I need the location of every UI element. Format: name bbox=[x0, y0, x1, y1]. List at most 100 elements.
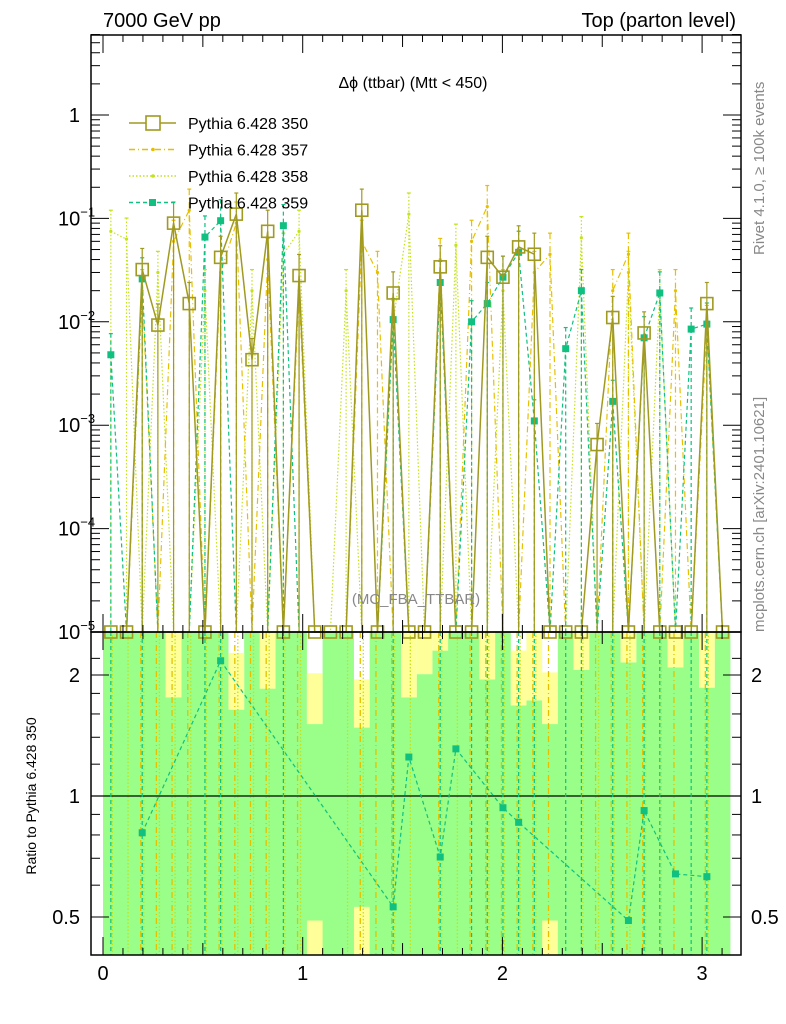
data-point-350 bbox=[590, 437, 604, 452]
data-point-350 bbox=[135, 262, 150, 277]
data-point bbox=[548, 252, 552, 256]
header-right: Top (parton level) bbox=[581, 10, 736, 32]
data-point-359 bbox=[687, 325, 695, 333]
data-point-350 bbox=[527, 247, 542, 262]
y-tick-exponent: −5 bbox=[80, 618, 95, 633]
data-point bbox=[250, 289, 254, 293]
data-point bbox=[469, 239, 474, 243]
data-point-350 bbox=[386, 286, 400, 300]
y-tick-label: 1 bbox=[69, 105, 80, 127]
ratio-point-359 bbox=[515, 818, 523, 826]
legend-label: Pythia 6.428 359 bbox=[188, 196, 308, 213]
y-tick-base: 10 bbox=[58, 519, 80, 541]
ratio-frame bbox=[90, 631, 742, 956]
data-point-350 bbox=[245, 352, 259, 367]
y-tick-label: 10−3 bbox=[58, 411, 95, 437]
ratio-band-outer bbox=[416, 632, 433, 675]
ratio-band-outer bbox=[228, 652, 245, 710]
data-point bbox=[611, 289, 615, 293]
data-point-359 bbox=[107, 351, 115, 359]
data-point bbox=[124, 237, 129, 241]
data-point-350 bbox=[229, 207, 244, 221]
x-tick-label: 0 bbox=[97, 963, 108, 985]
analysis-watermark: (MC_FBA_TTBAR) bbox=[352, 591, 480, 608]
ratio-point-359 bbox=[671, 870, 679, 878]
ratio-point-359 bbox=[624, 917, 632, 925]
ratio-point-359 bbox=[640, 807, 648, 815]
ratio-point-359 bbox=[217, 657, 225, 665]
data-point bbox=[344, 289, 348, 293]
ratio-point-359 bbox=[389, 903, 397, 911]
data-point-350 bbox=[182, 296, 197, 311]
y-tick-label: 10−1 bbox=[58, 204, 95, 230]
ratio-point-359 bbox=[703, 873, 711, 881]
legend-marker-dot bbox=[151, 174, 155, 178]
mcplots-label: mcplots.cern.ch [arXiv:2401.10621] bbox=[751, 397, 768, 632]
ratio-y-tick-label-right: 1 bbox=[751, 786, 762, 808]
data-point-350 bbox=[354, 203, 369, 218]
y-tick-exponent: −3 bbox=[80, 411, 95, 426]
ratio-band-outer bbox=[573, 632, 590, 670]
ratio-point-359 bbox=[405, 753, 413, 761]
data-point bbox=[673, 289, 678, 293]
legend-label: Pythia 6.428 350 bbox=[188, 116, 308, 133]
ratio-y-tick-label-right: 2 bbox=[751, 665, 762, 687]
legend-marker-filled-square bbox=[149, 199, 156, 206]
data-point-359 bbox=[468, 318, 476, 326]
ratio-band-outer bbox=[401, 632, 417, 698]
ratio-band-outer bbox=[699, 632, 715, 688]
legend-label: Pythia 6.428 357 bbox=[188, 143, 308, 160]
data-point bbox=[156, 270, 160, 275]
ratio-band-outer bbox=[306, 673, 323, 725]
data-point bbox=[109, 229, 113, 233]
ratio-y-axis-label: Ratio to Pythia 6.428 350 bbox=[23, 717, 39, 874]
data-point bbox=[297, 229, 301, 233]
ratio-line-359 bbox=[141, 659, 707, 922]
data-point-350 bbox=[700, 296, 714, 311]
y-tick-label: 10−5 bbox=[58, 618, 95, 644]
ratio-y-tick-label-left: 2 bbox=[69, 665, 80, 687]
y-tick-exponent: −4 bbox=[80, 515, 95, 530]
x-tick-label: 2 bbox=[497, 963, 508, 985]
data-point-350 bbox=[260, 224, 275, 239]
data-point bbox=[375, 270, 380, 275]
ratio-y-tick-label-right: 0.5 bbox=[751, 907, 779, 929]
data-point bbox=[485, 205, 489, 209]
ratio-band-outer bbox=[542, 672, 558, 725]
data-point bbox=[187, 208, 191, 212]
data-point-359 bbox=[562, 345, 570, 353]
ratio-point-359 bbox=[436, 853, 444, 861]
legend-marker-dot bbox=[151, 147, 155, 152]
data-point-350 bbox=[166, 216, 181, 230]
data-point-350 bbox=[605, 310, 620, 325]
y-tick-base: 10 bbox=[58, 312, 80, 334]
chart-title: Δϕ (ttbar) (Mtt < 450) bbox=[338, 75, 487, 92]
ratio-point-359 bbox=[499, 804, 507, 812]
ratio-y-tick-label-left: 0.5 bbox=[52, 907, 80, 929]
data-point-350 bbox=[151, 318, 165, 332]
y-tick-label: 10−2 bbox=[58, 308, 95, 334]
data-point bbox=[203, 289, 207, 293]
ratio-band-outer bbox=[353, 679, 370, 728]
ratio-marks bbox=[91, 632, 741, 955]
data-point-350 bbox=[213, 250, 228, 265]
y-tick-base: 10 bbox=[58, 622, 80, 644]
data-point-350 bbox=[480, 250, 495, 265]
ratio-point-359 bbox=[452, 745, 460, 753]
ratio-band-outer bbox=[667, 632, 684, 668]
y-tick-base: 1 bbox=[69, 105, 80, 127]
rivet-label: Rivet 4.1.0, ≥ 100k events bbox=[751, 82, 768, 255]
data-point-350 bbox=[496, 270, 510, 284]
ratio-band-outer bbox=[526, 632, 543, 701]
ratio-band-outer bbox=[510, 650, 527, 706]
data-point-359 bbox=[217, 217, 225, 225]
ratio-band-outer-low bbox=[306, 920, 323, 955]
y-tick-exponent: −2 bbox=[80, 308, 95, 323]
x-tick-label: 3 bbox=[697, 963, 708, 985]
data-point-350 bbox=[511, 240, 526, 254]
data-point-359 bbox=[656, 289, 664, 297]
ratio-band-outer bbox=[259, 632, 276, 689]
ratio-band-outer bbox=[165, 632, 182, 698]
